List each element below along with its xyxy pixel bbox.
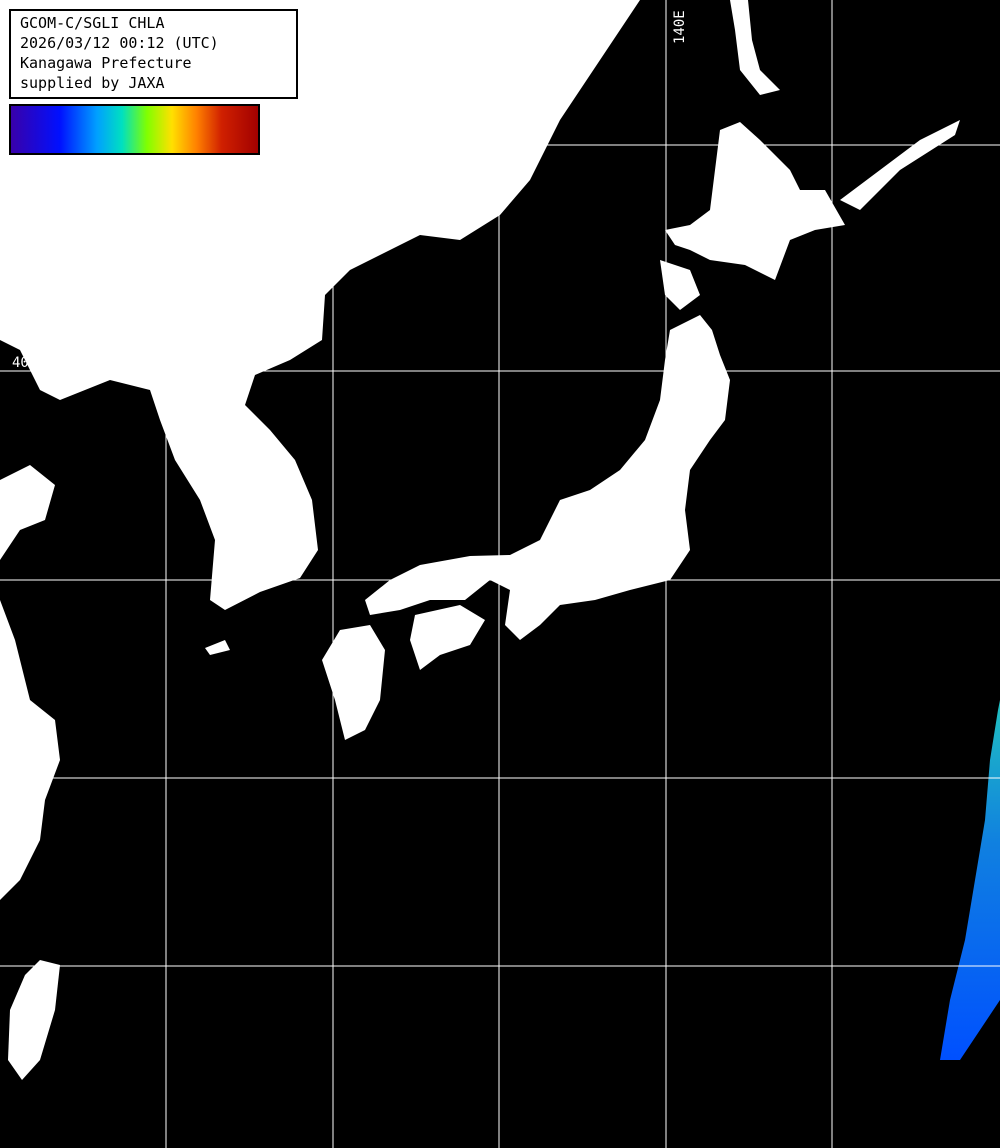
- chlorophyll-swath: [940, 700, 1000, 1060]
- info-line: 2026/03/12 00:12 (UTC): [20, 34, 219, 52]
- info-line: supplied by JAXA: [20, 74, 165, 92]
- info-box: [9, 9, 298, 99]
- info-line: GCOM-C/SGLI CHLA: [20, 14, 165, 32]
- color-bar: [9, 104, 260, 155]
- lat-label: 30N: [12, 762, 37, 778]
- lat-label: 40N: [12, 355, 37, 371]
- lon-label: 140E: [672, 10, 688, 44]
- info-line: Kanagawa Prefecture: [20, 54, 192, 72]
